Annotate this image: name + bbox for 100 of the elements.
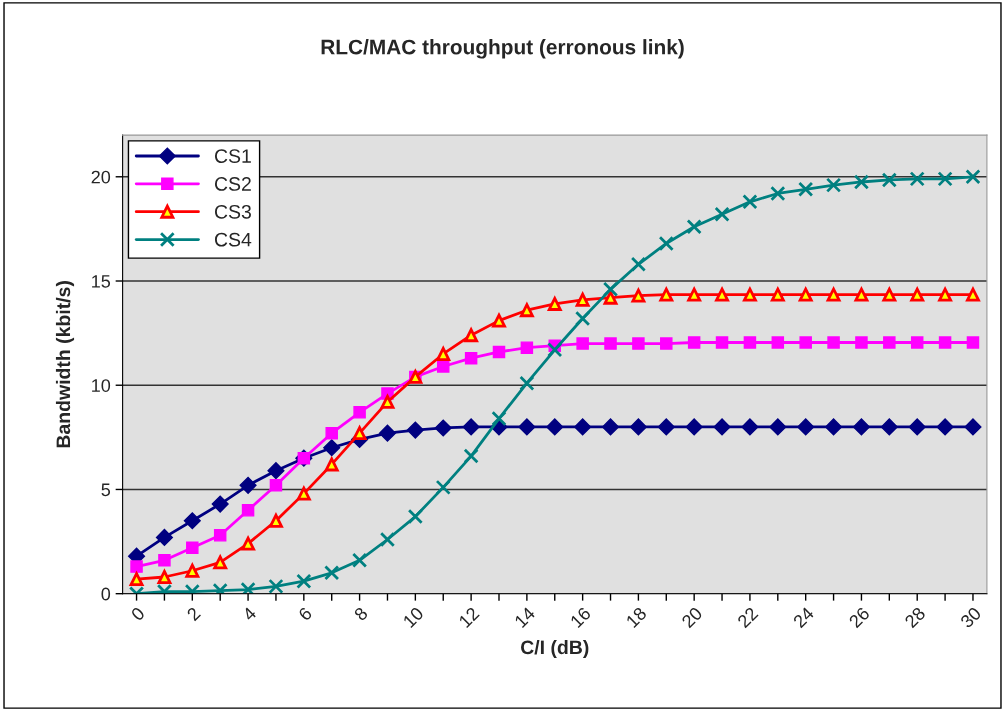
point [492, 345, 506, 359]
point [742, 194, 758, 210]
point [575, 292, 590, 307]
legend-label: CS1 [214, 149, 251, 163]
point [518, 418, 536, 436]
point [966, 287, 980, 302]
point [547, 296, 562, 311]
point [239, 476, 257, 494]
y-tick-label: 15 [92, 275, 111, 288]
point [629, 418, 647, 436]
point [632, 337, 645, 350]
point [213, 555, 228, 570]
point [687, 336, 701, 349]
point [936, 418, 954, 436]
point [685, 418, 703, 436]
x-tick-label: 26 [848, 606, 871, 629]
point [938, 336, 952, 349]
x-tick-label: 12 [458, 606, 480, 628]
legend-label: CS4 [214, 232, 252, 247]
x-tick-label: 30 [959, 606, 982, 629]
point [492, 313, 506, 328]
y-tick-label: 5 [101, 483, 111, 497]
point [352, 426, 367, 441]
point [129, 572, 144, 587]
legend-label: CS3 [214, 204, 251, 219]
point [520, 341, 534, 354]
point [324, 565, 340, 581]
point [240, 581, 256, 594]
point [269, 513, 283, 528]
x-tick-label: 8 [353, 606, 369, 622]
point [547, 342, 563, 358]
point [268, 578, 284, 594]
point [659, 287, 674, 302]
point [908, 418, 926, 436]
point [798, 181, 814, 197]
point [687, 287, 702, 302]
point [769, 418, 787, 436]
y-tick-label: 20 [91, 170, 111, 184]
point [325, 426, 338, 440]
point [213, 529, 227, 542]
x-tick-label: 16 [569, 606, 592, 629]
point [436, 360, 450, 373]
point [604, 337, 617, 350]
point [602, 281, 619, 297]
legend-label: CS2 [214, 177, 251, 191]
point [519, 375, 535, 391]
point [964, 418, 982, 436]
point [882, 287, 897, 302]
point [463, 448, 479, 464]
point [825, 418, 843, 436]
point [324, 457, 339, 472]
point [825, 177, 842, 193]
point [771, 336, 785, 349]
point [770, 287, 785, 302]
y-axis-title: Bandwidth (kbit/s) [55, 281, 75, 448]
point [546, 418, 564, 436]
point [631, 288, 646, 303]
point [630, 256, 647, 272]
point [462, 418, 480, 436]
point [852, 418, 870, 436]
point [211, 495, 229, 513]
chart-title: RLC/MAC throughput (erronous link) [321, 39, 684, 59]
point [519, 303, 534, 318]
point [713, 418, 731, 436]
x-tick-label: 4 [241, 606, 257, 622]
point [464, 328, 479, 343]
point [296, 486, 311, 501]
point [155, 528, 173, 546]
point [575, 310, 591, 327]
point [269, 479, 283, 492]
point [576, 337, 589, 350]
point [798, 287, 813, 302]
point [826, 287, 841, 302]
point [353, 406, 366, 419]
point [853, 174, 870, 190]
point [323, 439, 341, 457]
point [183, 512, 201, 530]
point [937, 171, 953, 187]
point [267, 462, 285, 480]
point [855, 336, 868, 349]
point [241, 504, 255, 517]
point [827, 336, 840, 349]
x-tick-label: 0 [130, 606, 146, 622]
point [854, 287, 869, 302]
x-tick-label: 24 [792, 606, 815, 629]
point [742, 287, 757, 302]
point [715, 336, 729, 349]
point [241, 536, 256, 551]
point [910, 336, 924, 349]
point [883, 336, 896, 349]
point [603, 290, 618, 305]
x-axis-title: C/I (dB) [521, 639, 589, 659]
point [158, 554, 171, 567]
x-tick-label: 6 [297, 606, 313, 622]
point [379, 531, 396, 548]
point [799, 336, 812, 349]
point [657, 418, 675, 436]
point [436, 347, 451, 361]
point [185, 563, 200, 578]
point [435, 479, 451, 496]
